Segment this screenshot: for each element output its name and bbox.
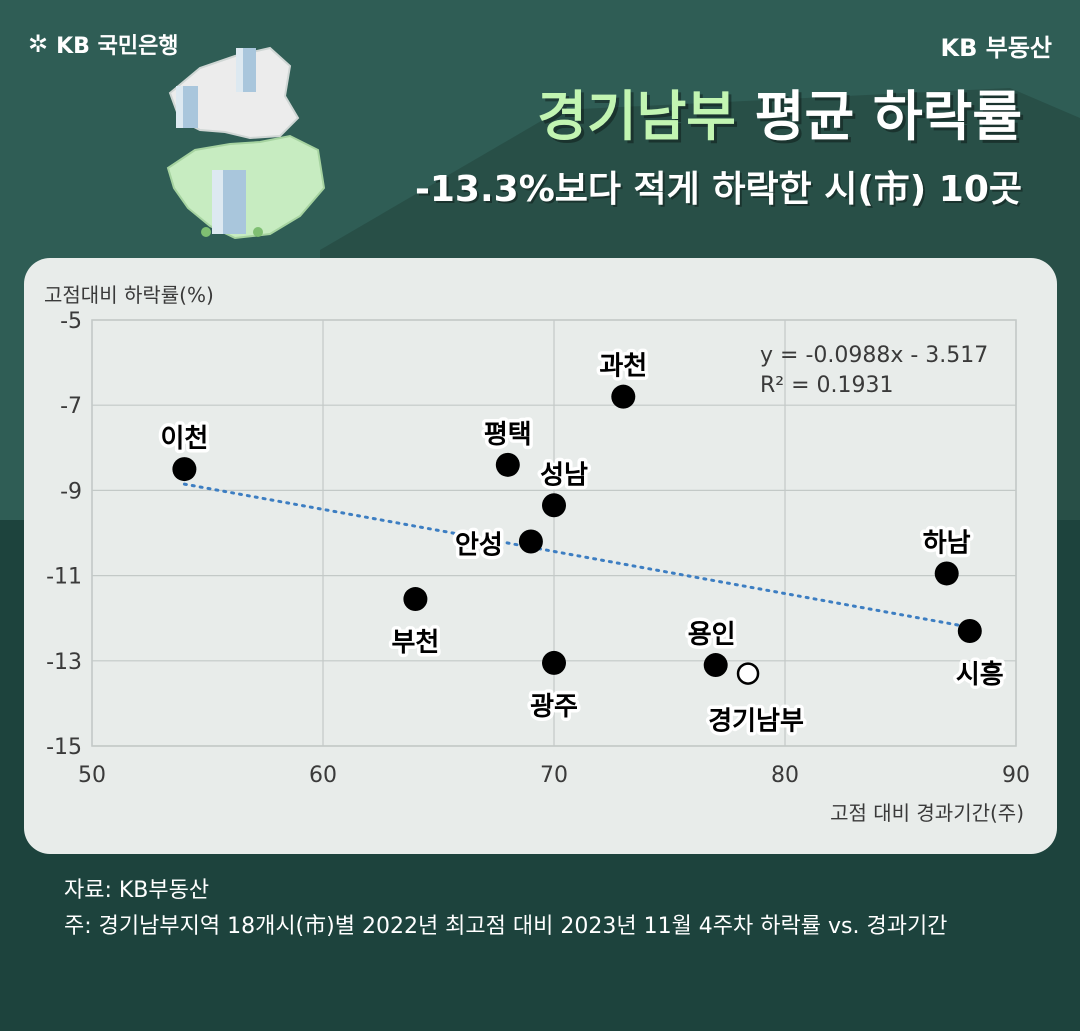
point-label: 시흥 <box>956 660 1004 690</box>
y-tick-label: -15 <box>46 735 82 760</box>
title-rest: 평균 하락률 <box>736 85 1022 148</box>
trend-equation: y = -0.0988x - 3.517 <box>760 343 988 368</box>
page-subtitle: -13.3%보다 적게 하락한 시(市) 10곳 <box>414 169 1022 210</box>
point-label: 안성 <box>455 531 503 561</box>
data-point <box>957 618 982 643</box>
data-point <box>542 650 566 675</box>
kb-realestate-logo: KB 부동산 <box>940 34 1053 62</box>
point-label: 경기남부 <box>708 707 804 737</box>
data-points <box>172 384 982 685</box>
building-icon <box>236 48 256 92</box>
data-point <box>518 529 543 554</box>
y-tick-label: -11 <box>46 565 82 590</box>
point-label: 이천 <box>160 424 208 454</box>
data-point <box>542 493 566 518</box>
map-illustration <box>166 46 326 240</box>
data-point <box>495 452 520 477</box>
y-tick-label: -5 <box>60 309 82 334</box>
trendline <box>182 482 972 629</box>
point-label: 용인 <box>688 620 736 650</box>
kb-star-icon: ✲ <box>28 30 49 58</box>
x-tick-label: 60 <box>309 763 337 788</box>
data-point <box>703 653 728 678</box>
x-tick-label: 50 <box>78 763 106 788</box>
title-accent: 경기남부 <box>537 85 736 148</box>
data-point <box>611 384 636 409</box>
x-axis-label: 고점 대비 경과기간(주) <box>830 801 1024 825</box>
footnote: 주: 경기남부지역 18개시(市)별 2022년 최고점 대비 2023년 11… <box>64 914 948 939</box>
kb-bank-logo: ✲ KB 국민은행 <box>28 28 179 60</box>
source-note: 자료: KB부동산 <box>64 878 210 903</box>
point-label: 부천 <box>391 628 439 658</box>
x-tick-label: 80 <box>771 763 799 788</box>
point-label: 하남 <box>923 528 971 558</box>
trend-line <box>182 482 972 629</box>
data-point <box>403 587 428 612</box>
page-title: 경기남부 평균 하락률 <box>537 72 1022 151</box>
data-point <box>934 561 959 586</box>
point-label: 광주 <box>530 692 578 722</box>
tick-labels: 50 60 70 80 90 -5 -7 -9 -11 -13 -15 <box>46 309 1030 788</box>
y-tick-label: -13 <box>46 650 82 675</box>
point-label: 과천 <box>599 352 647 382</box>
y-tick-label: -9 <box>60 479 82 504</box>
y-axis-label: 고점대비 하락률(%) <box>44 283 214 307</box>
point-label: 평택 <box>484 420 532 450</box>
x-tick-label: 70 <box>540 763 568 788</box>
building-icon <box>176 86 198 128</box>
r-squared: R² = 0.1931 <box>760 373 894 398</box>
scatter-chart: 고점대비 하락률(%) 고점 대비 경과기간(주) 50 60 70 80 90 -5 -7… <box>44 283 1030 825</box>
data-point-average <box>736 662 760 685</box>
y-tick-label: -7 <box>60 394 82 419</box>
point-label: 성남 <box>540 460 588 490</box>
data-point <box>172 457 197 482</box>
brand-left-label: KB 국민은행 <box>56 34 179 59</box>
chart-card: 고점대비 하락률(%) 고점 대비 경과기간(주) 50 60 70 80 90 -5 -7… <box>24 258 1057 854</box>
x-tick-label: 90 <box>1002 763 1030 788</box>
building-icon <box>212 170 246 234</box>
